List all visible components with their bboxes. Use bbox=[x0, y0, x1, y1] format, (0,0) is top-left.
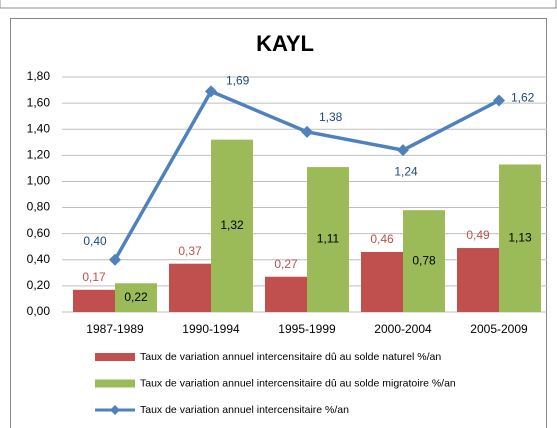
data-label: 0,46 bbox=[370, 232, 394, 246]
line-marker bbox=[493, 94, 505, 107]
data-label: 1,11 bbox=[317, 232, 340, 246]
bar bbox=[211, 139, 253, 312]
y-tick-label: 1,40 bbox=[27, 121, 51, 135]
legend-swatch-marker bbox=[110, 405, 120, 415]
y-tick-label: 1,80 bbox=[27, 69, 51, 83]
data-label: 0,17 bbox=[82, 270, 106, 284]
legend-swatch bbox=[95, 353, 135, 361]
data-label: 1,62 bbox=[511, 91, 535, 105]
bar bbox=[265, 276, 307, 312]
legend-label: Taux de variation annuel intercensitaire… bbox=[140, 404, 349, 416]
frame-top bbox=[0, 0, 557, 9]
line-marker bbox=[109, 253, 121, 266]
legend-swatch bbox=[95, 379, 135, 388]
x-tick-label: 1987-1989 bbox=[86, 322, 144, 336]
data-label: 0,22 bbox=[124, 290, 148, 304]
legend-label: Taux de variation annuel intercensitaire… bbox=[140, 377, 456, 389]
chart-title: KAYL bbox=[256, 31, 314, 56]
legend-label: Taux de variation annuel intercensitaire… bbox=[140, 351, 441, 363]
bar bbox=[169, 263, 211, 312]
bar bbox=[403, 210, 445, 312]
y-tick-label: 1,60 bbox=[27, 95, 51, 109]
bar bbox=[115, 283, 157, 312]
bar bbox=[361, 251, 403, 312]
bar bbox=[307, 167, 349, 312]
y-tick-label: 0,60 bbox=[27, 226, 51, 240]
data-label: 1,24 bbox=[394, 164, 418, 178]
x-tick-label: 2005-2009 bbox=[470, 322, 528, 336]
x-tick-label: 1990-1994 bbox=[182, 322, 240, 336]
line-marker bbox=[397, 144, 409, 157]
x-tick-label: 2000-2004 bbox=[374, 322, 432, 336]
y-tick-label: 0,80 bbox=[27, 200, 51, 214]
y-tick-label: 1,00 bbox=[27, 174, 51, 188]
data-label: 0,78 bbox=[412, 253, 436, 267]
data-label: 0,37 bbox=[178, 244, 202, 258]
y-tick-label: 1,20 bbox=[27, 148, 51, 162]
y-tick-label: 0,00 bbox=[27, 304, 51, 318]
bar bbox=[457, 248, 499, 312]
line-marker bbox=[301, 125, 313, 138]
data-label: 0,49 bbox=[466, 228, 490, 242]
line-marker bbox=[205, 85, 217, 98]
frame bbox=[10, 18, 547, 428]
data-label: 0,40 bbox=[83, 234, 107, 248]
y-tick-label: 0,20 bbox=[27, 278, 51, 292]
data-label: 1,13 bbox=[508, 230, 532, 244]
bar bbox=[499, 164, 541, 312]
data-label: 1,32 bbox=[220, 218, 244, 232]
data-label: 0,27 bbox=[274, 257, 298, 271]
bar bbox=[73, 289, 115, 312]
x-tick-label: 1995-1999 bbox=[278, 322, 336, 336]
data-label: 1,38 bbox=[319, 110, 343, 124]
y-tick-label: 0,40 bbox=[27, 252, 51, 266]
data-label: 1,69 bbox=[226, 74, 250, 88]
